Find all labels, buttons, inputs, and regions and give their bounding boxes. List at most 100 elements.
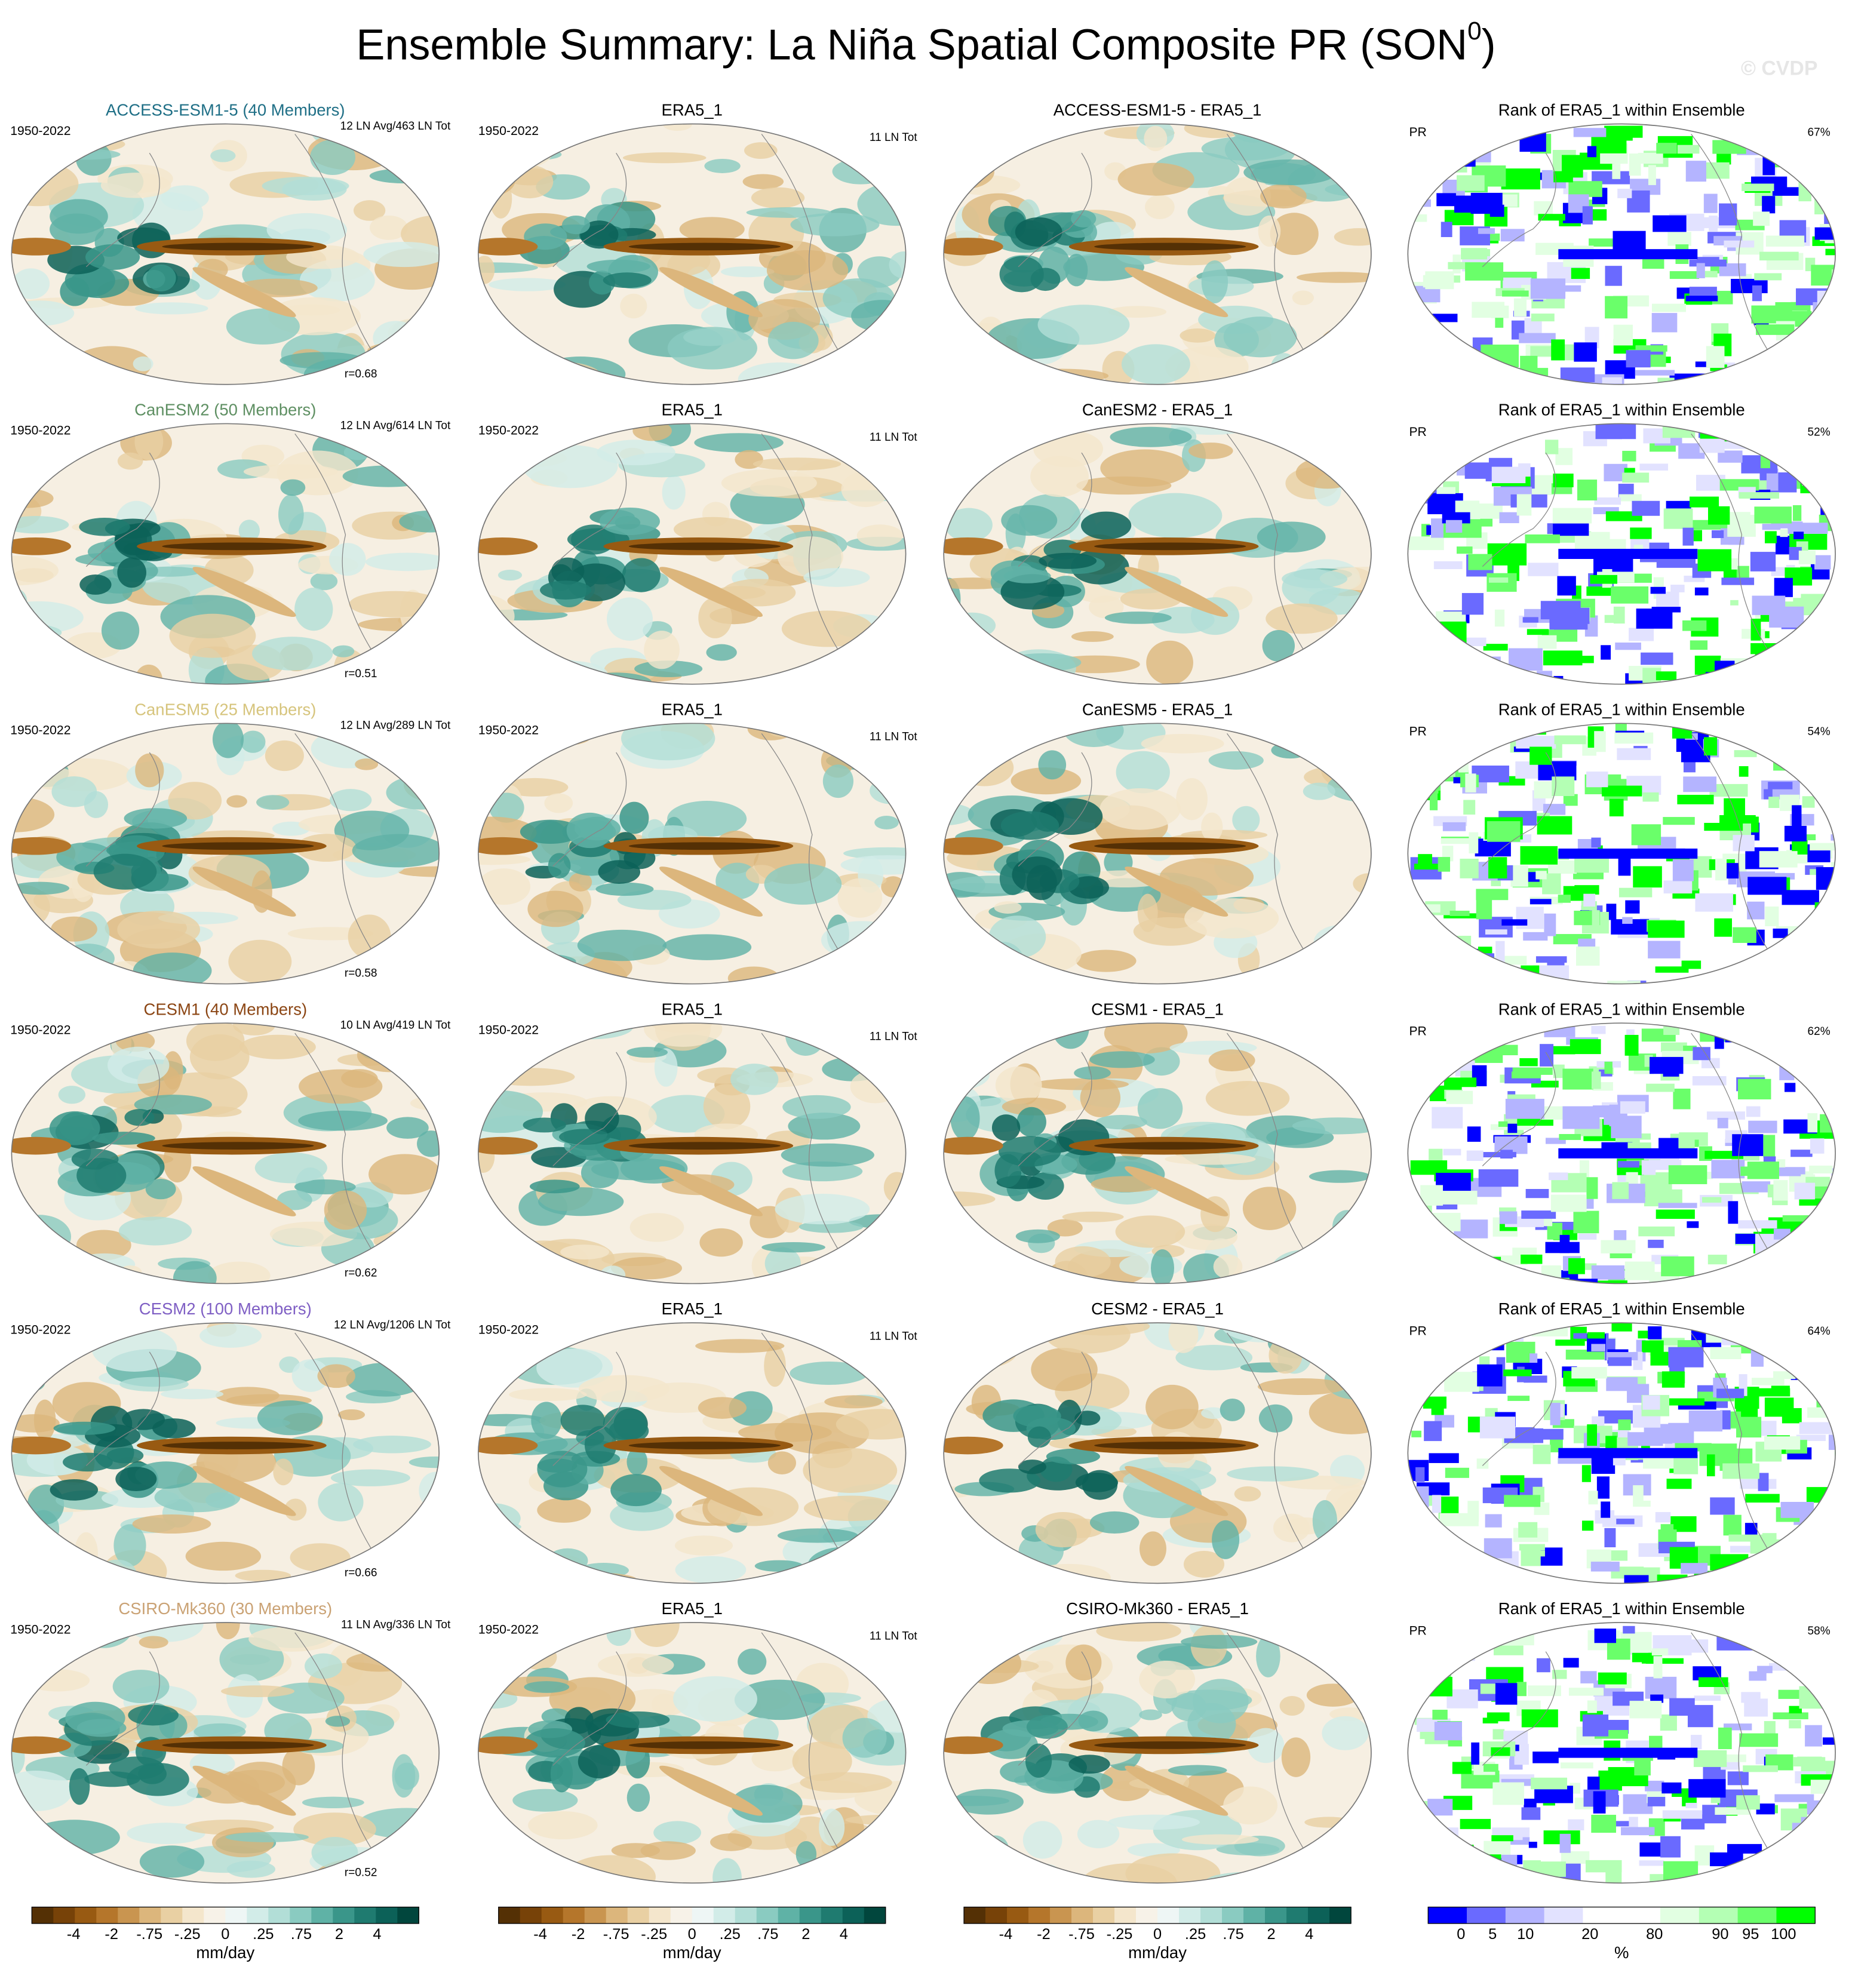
anomaly-blob (777, 536, 843, 577)
rank-cell (1412, 1068, 1441, 1083)
spcz-band (659, 1166, 763, 1216)
colorbar-label: .25 (253, 1926, 274, 1943)
rank-cell (1552, 508, 1592, 524)
colorbar-swatch (1308, 1907, 1330, 1924)
rank-cell (1446, 1090, 1473, 1104)
rank-cell (1807, 1407, 1835, 1418)
anomaly-blob (1349, 726, 1371, 738)
rank-cell (1669, 373, 1706, 385)
rank-cell (1835, 1038, 1836, 1051)
anomaly-blob (944, 441, 974, 479)
anomaly-blob (1310, 725, 1333, 770)
rank-cell (1685, 296, 1718, 302)
anomaly-blob (1327, 771, 1371, 803)
anomaly-blob (216, 1622, 240, 1639)
rank-cell (1742, 1181, 1771, 1193)
anomaly-blob (957, 345, 1012, 366)
anomaly-blob (1052, 1023, 1089, 1049)
map-outline (477, 1322, 907, 1584)
anomaly-blob (1306, 1683, 1359, 1707)
anomaly-blob (995, 1066, 1042, 1104)
west-band (944, 1436, 1003, 1455)
anomaly-blob (889, 251, 906, 279)
rank-cell (1656, 671, 1677, 681)
anomaly-map (11, 124, 440, 385)
anomaly-blob (1257, 1378, 1347, 1395)
rank-cell (1660, 1836, 1681, 1858)
rank-cell (1493, 1645, 1524, 1655)
anomaly-blob (626, 1047, 668, 1058)
rank-cell (1418, 1673, 1442, 1679)
rank-cell (1444, 1372, 1479, 1392)
rank-cell (1433, 1634, 1448, 1652)
colorbar-swatch (1179, 1907, 1201, 1924)
rank-cell (1591, 1344, 1606, 1351)
rank-cell (1761, 1637, 1774, 1646)
anomaly-blob (892, 962, 906, 980)
anomaly-blob (265, 740, 304, 772)
anomaly-blob (781, 610, 873, 647)
teal-blob (1000, 574, 1065, 610)
map-outline (1407, 1622, 1836, 1884)
rank-cell (1516, 494, 1532, 516)
rank-cell (1805, 1543, 1823, 1566)
anomaly-blob (856, 524, 903, 547)
anomaly-blob (134, 302, 208, 315)
rank-cell (1785, 1083, 1796, 1092)
rank-cell (1810, 1780, 1833, 1794)
rank-cell (1740, 1166, 1777, 1176)
rank-cell (1792, 631, 1830, 640)
rank-cell (1522, 617, 1538, 623)
rank-cell (1545, 440, 1559, 454)
rank-cell (1810, 1138, 1825, 1154)
anomaly-blob (944, 1191, 996, 1207)
rank-cell (1808, 1522, 1821, 1544)
anomaly-map (478, 1023, 906, 1284)
rank-cell (1787, 1878, 1808, 1883)
anomaly-blob (1035, 1511, 1092, 1548)
anomaly-blob (620, 293, 647, 319)
rank-cell (1826, 1699, 1836, 1714)
anomaly-blob (509, 1388, 587, 1402)
panel-title: Rank of ERA5_1 within Ensemble (1498, 401, 1745, 419)
anomaly-blob (11, 1652, 52, 1679)
anomaly-blob (710, 1833, 753, 1851)
rank-cell (1638, 152, 1663, 164)
rank-cell (1581, 1520, 1594, 1531)
panel-title: Rank of ERA5_1 within Ensemble (1498, 1000, 1745, 1018)
colorbar-swatch (1200, 1907, 1223, 1924)
rank-cell (1478, 947, 1492, 954)
rank-cell (1496, 1325, 1508, 1336)
rank-cell (1710, 1347, 1742, 1359)
colorbar-swatch (692, 1907, 714, 1924)
rank-cell (1780, 529, 1788, 537)
rank-cell (1470, 1556, 1485, 1563)
rank-cell (1471, 1873, 1502, 1883)
colorbar-swatch (1660, 1907, 1700, 1924)
rank-cell (1455, 1580, 1488, 1584)
rank-cell (1485, 1514, 1502, 1528)
rank-cell (1808, 1338, 1823, 1353)
rank-cell (1833, 1038, 1836, 1059)
rank-cell (1673, 1088, 1691, 1110)
rank-cell (1495, 1683, 1518, 1705)
anomaly-blob (1015, 1229, 1060, 1243)
rank-cell (1434, 1722, 1462, 1741)
rank-cell (1752, 1378, 1785, 1385)
rank-cell (1712, 530, 1724, 539)
correlation-label: r=0.58 (345, 967, 377, 980)
anomaly-blob (1143, 1047, 1180, 1076)
rank-cell (1468, 554, 1492, 570)
rank-cell (1467, 1580, 1509, 1584)
rank-cell (1762, 524, 1781, 530)
anomaly-blob (621, 723, 715, 761)
rank-cell (1512, 1071, 1541, 1079)
rank-cell (1790, 1225, 1819, 1247)
rank-cell (1568, 1819, 1584, 1830)
rank-cell (1618, 484, 1634, 497)
anomaly-blob (338, 1409, 366, 1421)
rank-cell (1790, 933, 1826, 944)
anomaly-blob (238, 520, 260, 542)
colorbar-swatch (376, 1907, 398, 1924)
colorbar-swatch (1093, 1907, 1115, 1924)
